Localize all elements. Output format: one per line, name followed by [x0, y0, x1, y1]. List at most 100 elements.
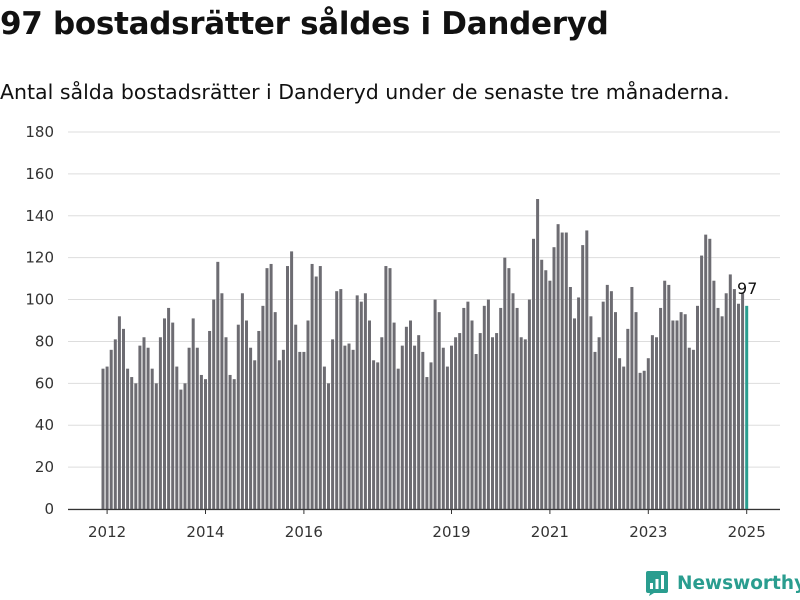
bar [638, 372, 642, 509]
bar [232, 379, 236, 509]
bars [101, 199, 749, 510]
bar [372, 360, 376, 509]
bar [163, 318, 166, 509]
bar [245, 320, 248, 509]
bar [552, 247, 556, 509]
bar [728, 274, 732, 509]
bar-highlight [745, 305, 749, 509]
bar [339, 289, 343, 509]
bar [581, 245, 585, 509]
bar [310, 263, 314, 509]
y-tick-label: 140 [25, 207, 54, 225]
newsworthy-logo-icon [646, 571, 668, 596]
bar [577, 297, 581, 509]
bar [712, 280, 716, 509]
bar [290, 251, 294, 509]
bar [130, 377, 134, 509]
bar [355, 295, 359, 509]
bar [642, 370, 646, 509]
x-tick-label: 2012 [88, 523, 126, 541]
bar [261, 305, 265, 509]
bar [286, 266, 289, 509]
bar [171, 322, 175, 509]
bar [281, 349, 285, 509]
bar [302, 351, 306, 509]
y-tick-label: 160 [25, 165, 54, 183]
bar [515, 307, 519, 509]
bar [101, 368, 105, 509]
bar [142, 337, 146, 509]
bar [609, 291, 613, 509]
bar [724, 293, 728, 509]
bar [396, 368, 400, 509]
bar [601, 301, 605, 509]
bar [499, 307, 503, 509]
bar [568, 286, 572, 509]
bar [154, 383, 158, 509]
x-tick-label: 2019 [432, 523, 470, 541]
bar [167, 307, 171, 509]
y-tick-label: 180 [25, 123, 54, 141]
bar [626, 328, 630, 509]
bar [437, 312, 441, 509]
bar [527, 299, 531, 509]
bar [716, 307, 720, 509]
bar [204, 379, 207, 509]
bar [511, 293, 515, 509]
bar [351, 349, 355, 509]
bar [503, 257, 507, 509]
bar [187, 347, 191, 509]
bar [650, 335, 654, 509]
x-tick-label: 2025 [728, 523, 766, 541]
bar [199, 374, 203, 509]
highlight-data-label: 97 [737, 279, 757, 298]
bar [474, 354, 478, 509]
bar [195, 347, 199, 509]
newsworthy-brand[interactable]: Newsworthy [645, 569, 800, 597]
bar [634, 312, 638, 509]
bar [482, 305, 486, 509]
bar [359, 301, 363, 509]
bar [306, 320, 310, 509]
bar [380, 337, 384, 509]
bar [179, 389, 183, 509]
bar [720, 316, 724, 509]
bar [236, 324, 240, 509]
bar [322, 366, 326, 509]
y-tick-labels: 0 20 40 60 80 100 120 140 160 180 [25, 123, 54, 518]
bar [622, 366, 626, 509]
y-tick-label: 20 [35, 458, 54, 476]
bar [298, 351, 302, 509]
bar [675, 320, 679, 509]
bar [314, 276, 318, 509]
bar [425, 377, 429, 509]
x-tick-label: 2023 [629, 523, 667, 541]
y-tick-label: 40 [35, 416, 54, 434]
bar [220, 293, 224, 509]
bar [536, 199, 540, 509]
bar [560, 232, 564, 510]
bar [335, 291, 339, 509]
x-tick-label: 2014 [186, 523, 224, 541]
bar [409, 320, 412, 509]
bar [671, 320, 675, 509]
bar [216, 261, 220, 509]
bar [175, 366, 179, 509]
bar [327, 383, 330, 509]
bar [240, 293, 244, 509]
bar [134, 383, 138, 509]
bar [630, 286, 634, 509]
bar [704, 234, 708, 509]
bar [573, 318, 576, 509]
bar [429, 362, 433, 509]
bar [413, 345, 417, 509]
bar [548, 280, 552, 509]
bar [113, 339, 117, 509]
page-title: 97 bostadsrätter såldes i Danderyd [0, 6, 609, 42]
bar [618, 358, 622, 509]
bar [732, 289, 736, 509]
bar [486, 299, 490, 509]
bar [741, 293, 745, 509]
bar [138, 345, 142, 509]
